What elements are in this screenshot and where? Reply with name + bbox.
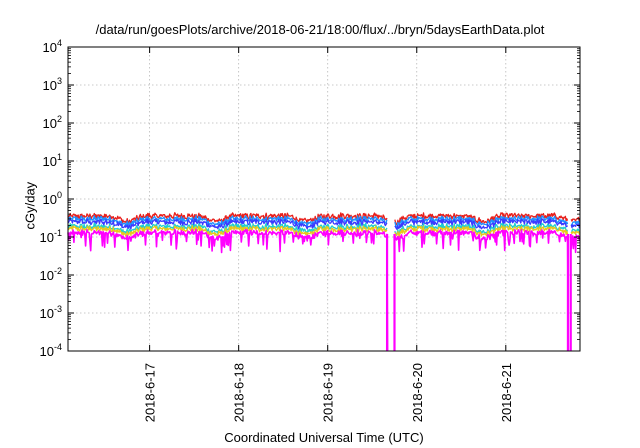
y-tick-label: 104 xyxy=(43,38,62,55)
x-tick-label: 2018-6-19 xyxy=(321,363,336,422)
x-axis-label: Coordinated Universal Time (UTC) xyxy=(224,430,424,445)
series-line xyxy=(67,228,581,352)
chart-title: /data/run/goesPlots/archive/2018-06-21/1… xyxy=(95,22,545,37)
series-line xyxy=(67,218,581,231)
series-line xyxy=(67,224,581,238)
x-tick-label: 2018-6-20 xyxy=(410,363,425,422)
y-tick-label: 10-4 xyxy=(40,342,62,359)
y-tick-label: 102 xyxy=(43,114,62,131)
y-tick-label: 10-3 xyxy=(40,304,62,321)
y-tick-label: 101 xyxy=(43,152,62,169)
y-tick-label: 103 xyxy=(43,76,62,93)
y-tick-label: 100 xyxy=(43,190,62,207)
x-tick-label: 2018-6-18 xyxy=(232,363,247,422)
x-tick-label: 2018-6-17 xyxy=(143,363,158,422)
x-tick-label: 2018-6-21 xyxy=(499,363,514,422)
y-tick-label: 10-2 xyxy=(40,266,62,283)
series-line xyxy=(67,212,581,226)
y-tick-label: 10-1 xyxy=(40,228,62,245)
